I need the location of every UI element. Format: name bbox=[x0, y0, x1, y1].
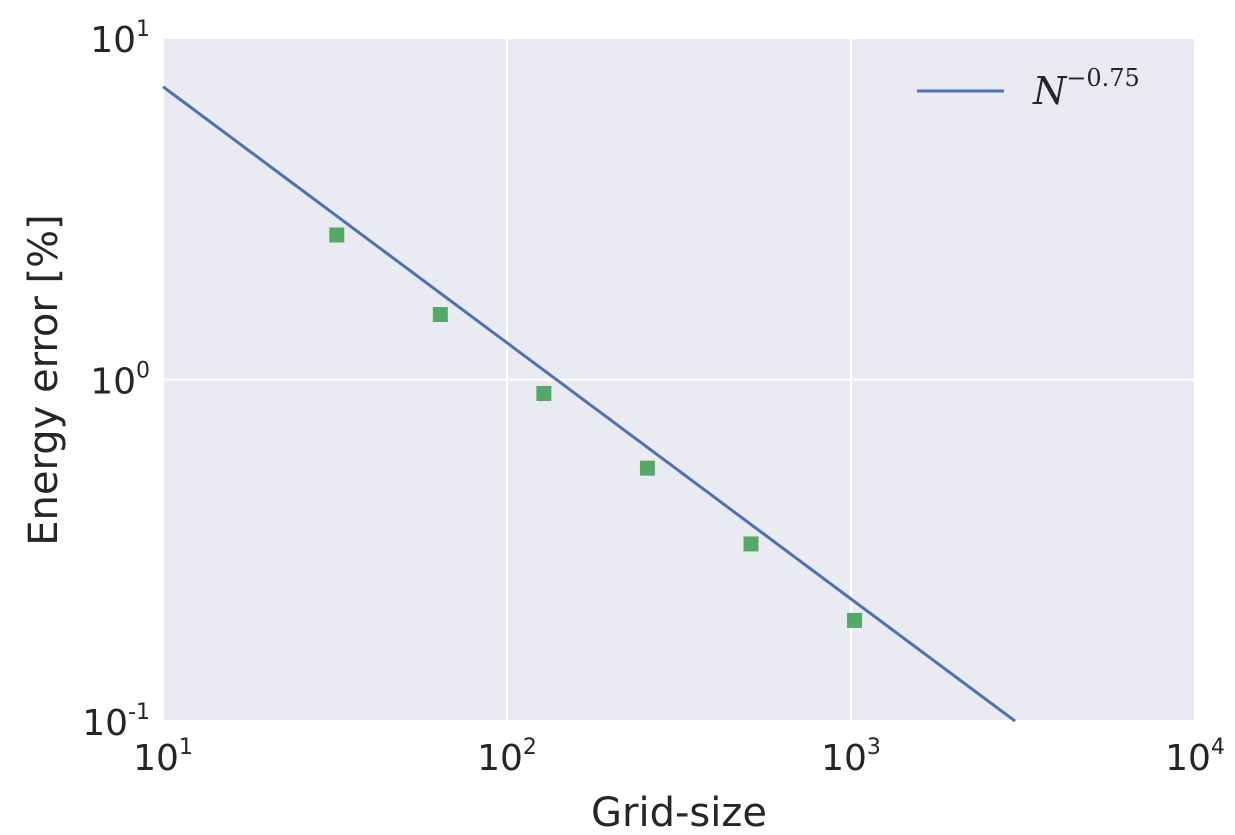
x-tick-label-3: 104 bbox=[1165, 735, 1225, 779]
data-point-1 bbox=[432, 307, 448, 323]
data-point-5 bbox=[847, 612, 863, 628]
data-point-4 bbox=[743, 536, 759, 552]
y-tick-label-0: 10-1 bbox=[82, 700, 150, 744]
legend-label: N−0.75 bbox=[1032, 64, 1140, 113]
fit-line-group bbox=[162, 85, 1017, 723]
grid bbox=[162, 37, 1196, 722]
data-point-0 bbox=[329, 227, 345, 243]
x-tick-labels: 101 102 103 104 bbox=[133, 735, 1225, 779]
y-tick-labels: 10-1 100 101 bbox=[82, 17, 150, 744]
x-tick-label-1: 102 bbox=[477, 735, 537, 779]
x-tick-label-2: 103 bbox=[821, 735, 881, 779]
y-tick-label-1: 100 bbox=[90, 359, 150, 403]
y-axis-label: Energy error [%] bbox=[21, 214, 67, 546]
data-points bbox=[329, 227, 863, 628]
x-axis-label: Grid-size bbox=[591, 790, 767, 835]
legend: N−0.75 bbox=[917, 64, 1140, 113]
x-tick-label-0: 101 bbox=[133, 735, 193, 779]
legend-label-exponent: −0.75 bbox=[1066, 64, 1140, 92]
fit-line bbox=[162, 85, 1017, 723]
legend-label-base: N bbox=[1032, 69, 1068, 113]
data-point-3 bbox=[639, 460, 655, 476]
data-point-2 bbox=[536, 385, 552, 401]
y-tick-label-2: 101 bbox=[90, 17, 150, 61]
